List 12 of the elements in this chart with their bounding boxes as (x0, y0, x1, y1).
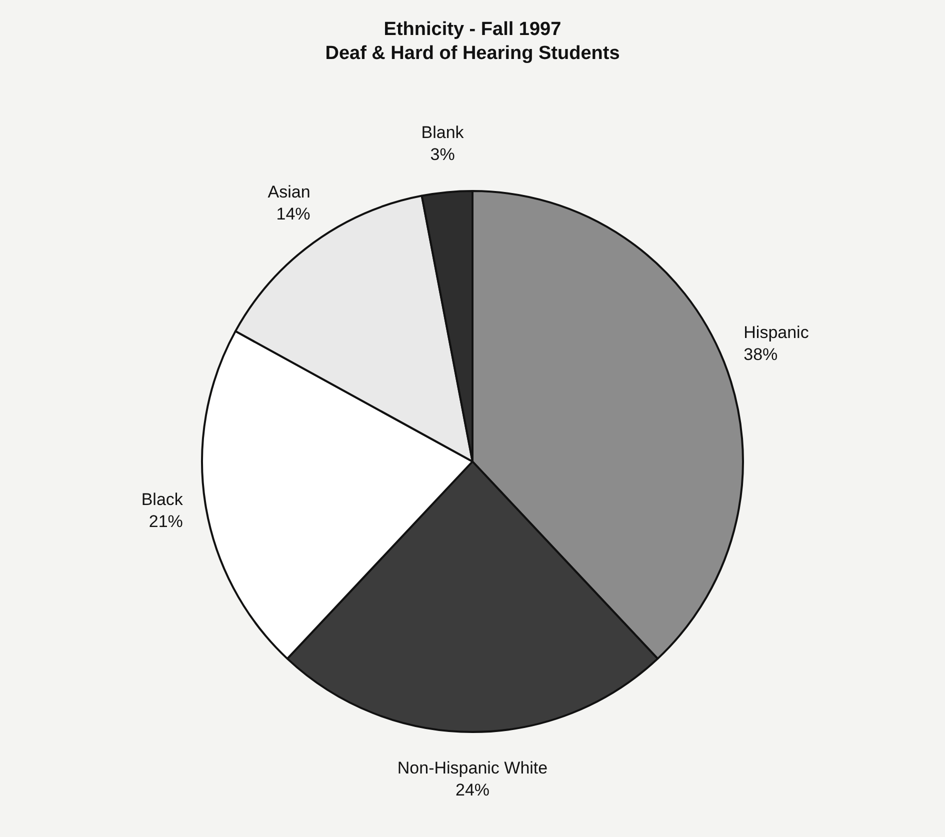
data-label: 14% (276, 204, 310, 224)
chart-title: Ethnicity - Fall 1997 (382, 18, 562, 42)
data-label: 24% (455, 780, 490, 800)
data-label: 21% (148, 512, 183, 532)
slice-label: Blank (421, 123, 464, 142)
data-label: 3% (430, 145, 455, 164)
data-label: 38% (744, 344, 778, 364)
slice-label: Hispanic (744, 322, 810, 342)
slice-label: Black (141, 490, 184, 510)
slice-label: Non-Hispanic White (397, 758, 548, 778)
slice-label: Asian (268, 182, 310, 202)
chart-subtitle: Deaf & Hard of Hearing Students (324, 42, 621, 66)
